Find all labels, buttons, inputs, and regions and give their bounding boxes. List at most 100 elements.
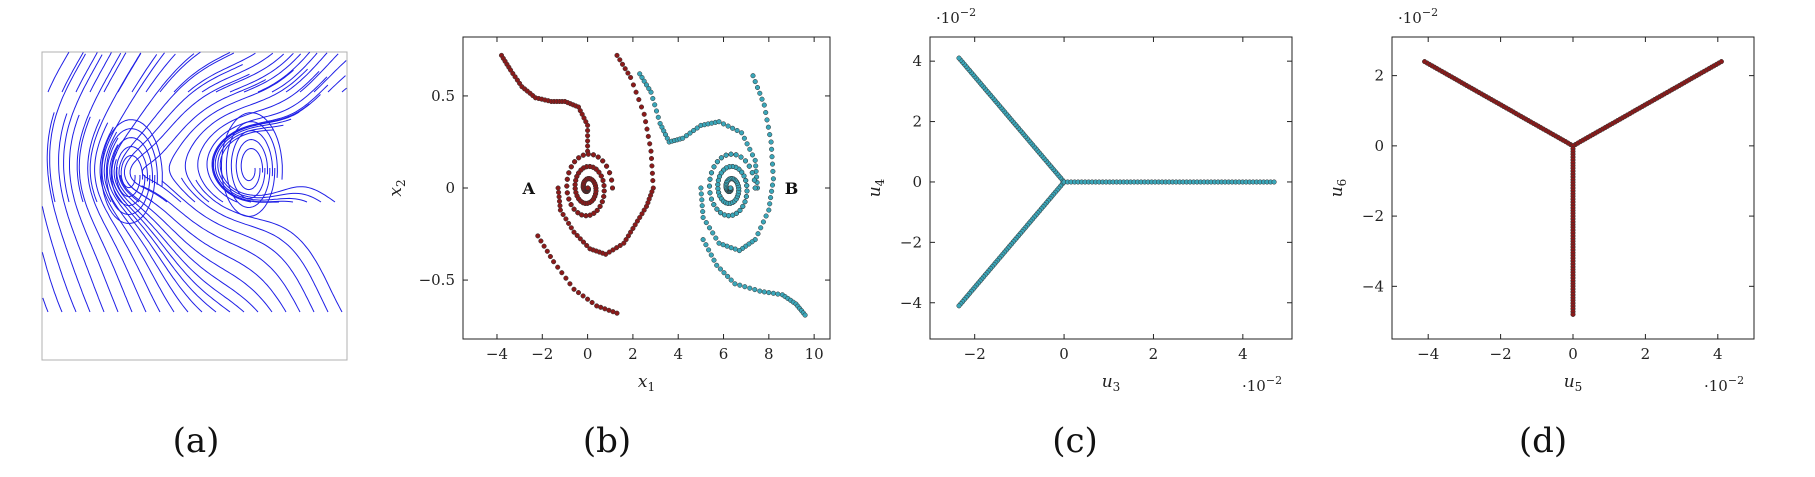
- data-point: [710, 230, 716, 236]
- streamline: [341, 87, 347, 93]
- data-point: [645, 133, 651, 139]
- data-point: [573, 177, 579, 183]
- data-point: [632, 222, 638, 228]
- streamline: [106, 137, 203, 313]
- data-point: [649, 163, 655, 169]
- data-point: [568, 164, 574, 170]
- data-point: [589, 299, 595, 306]
- data-point: [770, 168, 776, 174]
- data-point: [577, 236, 583, 242]
- caption-c: (c): [1052, 421, 1098, 461]
- streamline: [299, 53, 339, 93]
- data-point: [639, 74, 645, 81]
- data-point: [732, 281, 738, 287]
- data-point: [737, 207, 743, 213]
- data-point: [700, 237, 706, 243]
- vortex-streamline: [101, 119, 163, 224]
- data-point: [716, 240, 722, 246]
- data-point: [564, 190, 570, 196]
- x-tick-label: 0: [583, 345, 593, 363]
- data-point: [721, 270, 727, 276]
- streamline: [49, 53, 86, 203]
- y-tick-label: 2: [912, 113, 922, 131]
- y-tick-label: −4: [1362, 277, 1384, 295]
- data-point: [647, 141, 653, 147]
- data-point: [711, 164, 717, 170]
- data-point: [643, 82, 650, 88]
- data-point: [741, 135, 747, 141]
- data-point: [739, 130, 745, 136]
- data-point: [750, 73, 756, 79]
- streamline: [212, 111, 300, 203]
- data-point: [585, 122, 591, 128]
- data-point: [646, 86, 652, 92]
- data-point: [751, 177, 757, 183]
- data-point: [595, 154, 601, 160]
- vortex-streamline: [221, 112, 283, 217]
- data-point: [687, 130, 693, 136]
- data-point: [727, 185, 734, 191]
- streamline: [313, 60, 347, 93]
- data-point: [752, 79, 758, 85]
- streamline: [69, 114, 119, 313]
- y-axis-multiplier: ·10−2: [1398, 6, 1438, 27]
- data-point: [634, 218, 640, 224]
- data-point: [743, 193, 749, 200]
- data-point: [585, 133, 591, 139]
- streamline: [118, 52, 235, 203]
- data-point: [628, 74, 634, 81]
- data-point: [752, 185, 758, 191]
- panel-d-plot: −4 −2 0 2 4 −4 −2 0 2 u5 u6 ·10−2 ·10−2: [1327, 6, 1755, 395]
- streamline: [197, 70, 320, 203]
- data-point: [655, 114, 661, 120]
- data-point: [1271, 179, 1277, 185]
- streamline: [187, 52, 256, 93]
- data-point: [601, 193, 607, 200]
- data-point: [591, 210, 597, 216]
- x-tick-label: 6: [719, 345, 729, 363]
- streamline: [119, 174, 273, 313]
- data-point: [609, 177, 615, 183]
- data-point: [761, 102, 767, 108]
- data-point: [747, 146, 753, 152]
- x-tick-label: −2: [1490, 345, 1512, 363]
- data-point: [700, 209, 706, 215]
- data-point: [643, 119, 649, 125]
- data-point: [763, 213, 769, 219]
- streamline: [63, 54, 103, 203]
- x-axis-multiplier: ·10−2: [1242, 374, 1282, 395]
- data-point: [544, 248, 550, 254]
- data-point: [619, 61, 626, 67]
- data-point: [764, 117, 770, 123]
- data-point: [567, 281, 573, 287]
- data-point: [614, 310, 620, 316]
- caption-d: (d): [1519, 421, 1567, 461]
- data-point: [590, 152, 596, 158]
- data-point: [694, 125, 700, 131]
- data-point: [1570, 311, 1576, 317]
- data-point: [715, 177, 721, 183]
- data-point: [617, 57, 623, 63]
- x-tick-label: 0: [1059, 345, 1069, 363]
- data-point: [741, 173, 747, 179]
- data-point: [770, 176, 776, 182]
- data-point: [574, 232, 580, 239]
- data-point: [721, 212, 728, 218]
- data-point: [556, 194, 562, 200]
- vortex-streamline: [110, 137, 154, 207]
- data-point: [720, 121, 727, 127]
- data-point: [728, 151, 734, 157]
- data-point: [733, 152, 739, 158]
- data-point: [716, 119, 722, 125]
- data-point: [637, 214, 643, 221]
- data-point: [714, 262, 720, 268]
- data-point: [769, 161, 776, 167]
- y-axis-label: u4: [865, 178, 887, 197]
- data-point: [563, 216, 569, 222]
- y-tick-label: −2: [1362, 207, 1384, 225]
- data-point: [740, 203, 746, 209]
- y-axis-label: x2: [386, 179, 408, 196]
- streamline: [243, 53, 302, 93]
- data-point: [742, 284, 748, 290]
- data-point: [547, 253, 553, 260]
